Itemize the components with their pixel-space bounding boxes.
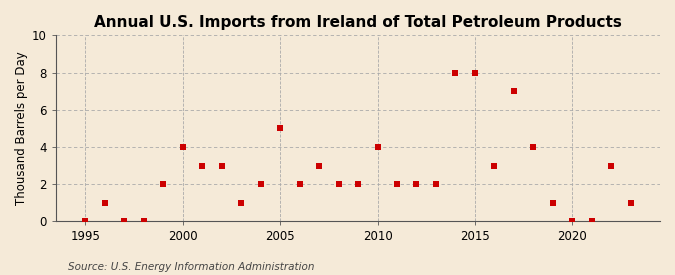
- Point: [119, 219, 130, 224]
- Point: [431, 182, 441, 186]
- Y-axis label: Thousand Barrels per Day: Thousand Barrels per Day: [15, 51, 28, 205]
- Point: [587, 219, 597, 224]
- Point: [508, 89, 519, 94]
- Point: [528, 145, 539, 149]
- Point: [567, 219, 578, 224]
- Point: [352, 182, 363, 186]
- Point: [625, 201, 636, 205]
- Point: [547, 201, 558, 205]
- Point: [255, 182, 266, 186]
- Point: [294, 182, 305, 186]
- Point: [314, 163, 325, 168]
- Point: [275, 126, 286, 131]
- Title: Annual U.S. Imports from Ireland of Total Petroleum Products: Annual U.S. Imports from Ireland of Tota…: [94, 15, 622, 30]
- Point: [80, 219, 90, 224]
- Point: [489, 163, 500, 168]
- Point: [216, 163, 227, 168]
- Point: [197, 163, 208, 168]
- Point: [99, 201, 110, 205]
- Text: Source: U.S. Energy Information Administration: Source: U.S. Energy Information Administ…: [68, 262, 314, 272]
- Point: [158, 182, 169, 186]
- Point: [392, 182, 402, 186]
- Point: [470, 70, 481, 75]
- Point: [450, 70, 461, 75]
- Point: [606, 163, 617, 168]
- Point: [178, 145, 188, 149]
- Point: [138, 219, 149, 224]
- Point: [411, 182, 422, 186]
- Point: [236, 201, 246, 205]
- Point: [333, 182, 344, 186]
- Point: [372, 145, 383, 149]
